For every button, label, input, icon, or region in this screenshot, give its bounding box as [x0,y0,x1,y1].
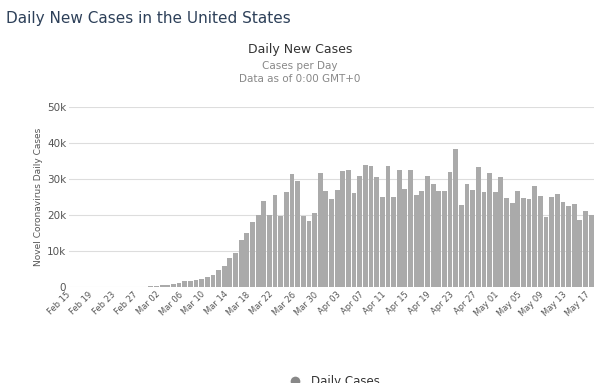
Bar [368,166,373,287]
Bar [176,283,181,287]
Bar [199,278,204,287]
Bar [340,170,345,287]
Bar [239,241,244,287]
Bar [307,221,311,287]
Bar [549,197,554,287]
Bar [148,286,153,287]
Bar [572,205,577,287]
Bar [515,191,520,287]
Bar [380,197,385,287]
Text: Data as of 0:00 GMT+0: Data as of 0:00 GMT+0 [239,74,361,84]
Bar [358,176,362,287]
Bar [301,216,305,287]
Bar [419,191,424,287]
Bar [464,184,469,287]
Bar [431,184,436,287]
Bar [216,270,221,287]
Bar [476,167,481,287]
Bar [233,253,238,287]
Bar [555,194,560,287]
Bar [510,203,515,287]
Bar [544,218,548,287]
Bar [222,266,227,287]
Bar [166,285,170,287]
Bar [329,200,334,287]
Bar [335,190,340,287]
Bar [352,193,356,287]
Bar [323,191,328,287]
Bar [532,186,537,287]
Legend: Daily Cases: Daily Cases [278,370,385,383]
Bar [188,281,193,287]
Bar [346,170,351,287]
Text: Cases per Day: Cases per Day [262,61,338,71]
Bar [272,195,277,287]
Bar [363,165,368,287]
Bar [312,213,317,287]
Bar [171,284,176,287]
Bar [459,205,464,287]
Bar [436,191,441,287]
Bar [577,219,582,287]
Bar [538,196,543,287]
Bar [227,258,232,287]
Bar [182,282,187,287]
Bar [267,215,272,287]
Bar [194,280,199,287]
Bar [589,214,593,287]
Bar [583,211,588,287]
Bar [487,173,492,287]
Bar [256,215,260,287]
Bar [504,198,509,287]
Bar [566,206,571,287]
Bar [448,172,452,287]
Bar [290,174,295,287]
Bar [391,196,396,287]
Y-axis label: Novel Coronavirus Daily Cases: Novel Coronavirus Daily Cases [34,128,43,266]
Bar [244,233,249,287]
Bar [453,149,458,287]
Bar [408,170,413,287]
Bar [262,201,266,287]
Bar [521,198,526,287]
Bar [493,192,497,287]
Bar [397,170,401,287]
Bar [527,200,532,287]
Bar [205,277,210,287]
Text: Daily New Cases: Daily New Cases [248,43,352,56]
Bar [154,286,159,287]
Bar [374,177,379,287]
Bar [386,166,391,287]
Bar [499,177,503,287]
Bar [318,173,323,287]
Bar [278,216,283,287]
Bar [425,176,430,287]
Bar [470,190,475,287]
Bar [284,192,289,287]
Bar [211,275,215,287]
Bar [560,202,565,287]
Bar [482,192,487,287]
Bar [442,192,447,287]
Bar [160,285,164,287]
Bar [414,195,419,287]
Bar [250,223,255,287]
Bar [295,182,300,287]
Bar [403,189,407,287]
Text: Daily New Cases in the United States: Daily New Cases in the United States [6,11,291,26]
